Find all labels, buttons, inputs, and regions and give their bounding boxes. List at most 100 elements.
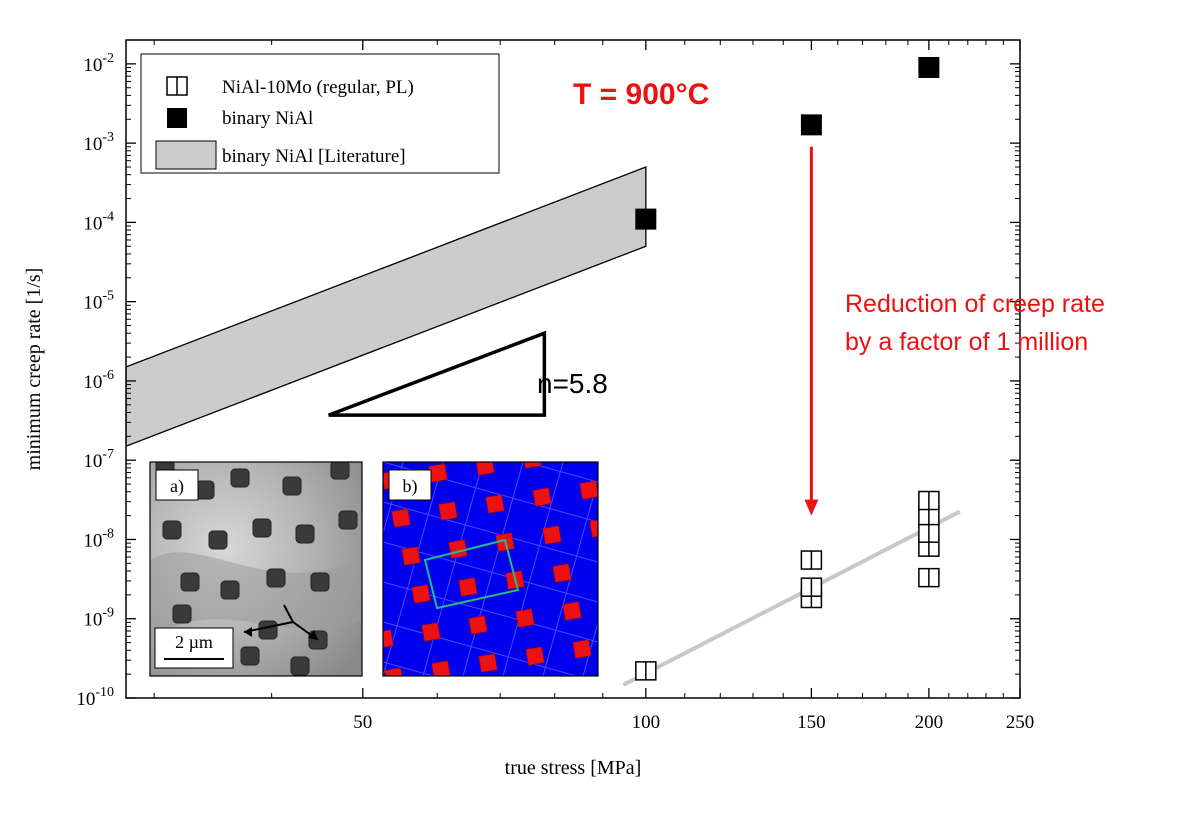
inset-b-simulation (372, 391, 743, 762)
inset-a-precipitate (290, 656, 310, 676)
inset-b-grid-line (383, 462, 444, 676)
inset-b-red-square (572, 639, 592, 659)
legend-marker-open-square (166, 76, 188, 96)
inset-b-red-square (448, 539, 468, 559)
inset-b-red-square (411, 584, 431, 604)
inset-a-vector-1-head (244, 627, 252, 637)
inset-b-red-square (532, 487, 552, 507)
inset-b-red-square (438, 501, 458, 521)
y-tick-label: 10-5 (83, 289, 114, 314)
y-tick-label: 10-8 (83, 526, 114, 551)
open-square-marker (918, 490, 940, 511)
inset-b-red-square (466, 419, 485, 438)
inset-a-precipitate (172, 604, 192, 624)
open-square-marker (918, 523, 940, 543)
inset-b-red-square (489, 692, 508, 711)
inset-b-grid-line (462, 462, 524, 676)
inset-b-grid-line (383, 621, 579, 676)
inset-b-red-square (724, 657, 743, 676)
inset-b-red-square (704, 581, 723, 600)
inset-b-red-square (401, 546, 421, 566)
inset-b-red-square (570, 443, 589, 462)
inset-a-precipitate (208, 530, 228, 550)
inset-a-vector-1 (243, 621, 294, 633)
filled-square-marker (635, 208, 657, 230)
inset-b-grid-line (383, 702, 598, 762)
inset-b-red-square (431, 660, 451, 676)
inset-a-precipitate (330, 462, 350, 480)
x-tick-label: 50 (353, 712, 372, 733)
inset-b-grid-line (623, 462, 683, 676)
inset-b-red-square (589, 518, 598, 538)
inset-b-frame (382, 461, 599, 677)
inset-b-red-square (485, 494, 505, 514)
inset-a-precipitate (230, 468, 250, 488)
inset-a-precipitate (338, 510, 358, 530)
inset-b-red-square (442, 699, 461, 718)
inset-b-red-square (542, 525, 562, 545)
y-tick-label: 10-7 (83, 447, 114, 472)
legend-label-binary-nial: binary NiAl (222, 108, 313, 129)
y-tick-label: 10-3 (83, 130, 114, 155)
inset-b-red-square (391, 508, 411, 528)
legend-marker-band (155, 140, 217, 170)
inset-b-red-square (458, 577, 478, 597)
inset-b-red-square (657, 588, 676, 607)
inset-b-grid-line (582, 620, 598, 676)
x-tick-label: 150 (797, 712, 826, 733)
inset-a-precipitate (220, 580, 240, 600)
inset-a-scale-label: 2 µm (175, 632, 213, 652)
legend-label-literature: binary NiAl [Literature] (222, 146, 406, 167)
inset-b-red-square (694, 543, 713, 562)
inset-b-red-square (637, 512, 656, 531)
inset-b-unit-cell (423, 538, 520, 610)
inset-b-red-square (395, 706, 414, 725)
inset-a-precipitate (310, 572, 330, 592)
inset-b-red-square (552, 563, 572, 583)
inset-b-red-square (617, 436, 636, 455)
inset-b-red-square (562, 601, 582, 621)
inset-b-red-square (384, 667, 404, 676)
inset-b-grid-line (383, 541, 598, 603)
inset-b-red-square (627, 474, 646, 493)
inset-a-frame (149, 461, 363, 677)
y-tick-label: 10-4 (83, 209, 114, 234)
inset-b-grid-line (524, 462, 598, 483)
reduction-annotation-line1: Reduction of creep rate (845, 290, 1105, 318)
legend-label-nial-10mo: NiAl-10Mo (regular, PL) (222, 77, 414, 98)
inset-b-grid-line (383, 661, 436, 676)
inset-b-red-square (372, 433, 391, 452)
inset-b-red-square (383, 629, 394, 649)
y-tick-label: 10-10 (76, 685, 114, 710)
x-tick-label: 250 (1006, 712, 1035, 733)
inset-b-grid-line (502, 462, 564, 676)
reduction-annotation-line2: by a factor of 1 million (845, 328, 1088, 356)
legend: NiAl-10Mo (regular, PL) binary NiAl bina… (140, 53, 500, 174)
inset-a-precipitate (240, 646, 260, 666)
inset-a-precipitate (252, 518, 272, 538)
inset-b-red-square (684, 505, 703, 524)
inset-b-red-square (667, 626, 686, 645)
inset-b-label: b) (403, 476, 418, 497)
inset-b-red-square (421, 622, 441, 642)
inset-b-red-square (579, 480, 598, 500)
inset-b-red-square (515, 608, 535, 628)
inset-a-vector-3 (283, 604, 294, 623)
inset-b-red-square (654, 391, 673, 410)
inset-a-label: a) (170, 476, 184, 497)
inset-b-label-box: b) (388, 469, 432, 501)
inset-b-red-square (674, 467, 693, 486)
inset-a-scale-box: 2 µm (154, 627, 234, 669)
inset-a-precipitate (258, 620, 278, 640)
inset-b-red-square (383, 591, 384, 611)
slope-label: n=5.8 (537, 368, 608, 399)
open-square-marker (800, 577, 823, 597)
inset-a-precipitate (195, 480, 215, 500)
y-tick-label: 10-9 (83, 606, 114, 631)
inset-b-grid-line (422, 462, 484, 676)
inset-b-red-square (428, 463, 448, 483)
inset-b-red-square (647, 550, 666, 569)
literature-band (126, 166, 647, 447)
inset-a-precipitate (295, 524, 315, 544)
